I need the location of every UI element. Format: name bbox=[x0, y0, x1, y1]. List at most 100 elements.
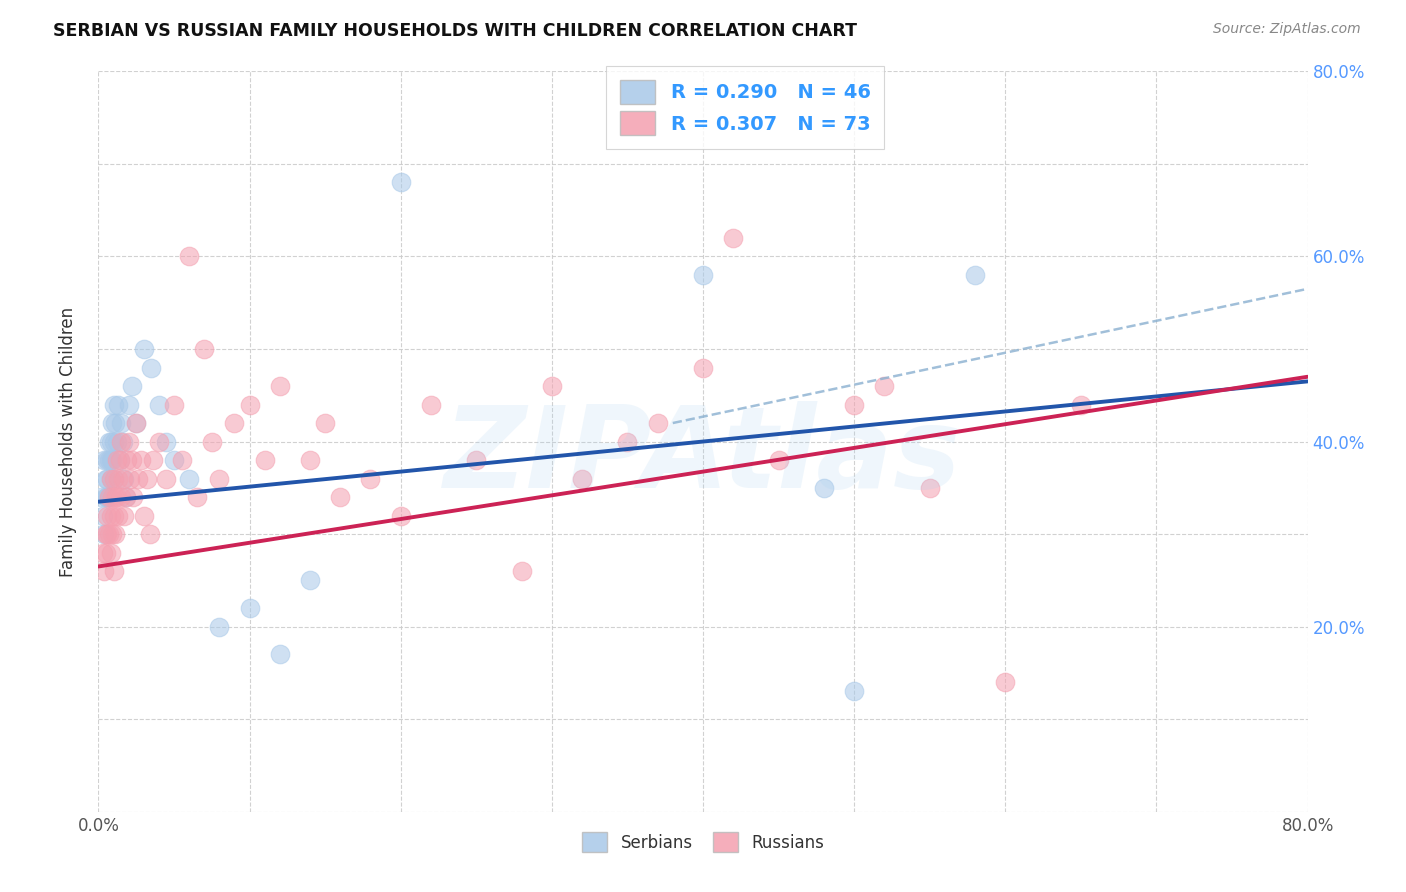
Point bbox=[122, 490, 145, 504]
Point bbox=[114, 490, 136, 504]
Point bbox=[269, 648, 291, 662]
Point bbox=[571, 472, 593, 486]
Point bbox=[94, 472, 117, 486]
Point bbox=[103, 398, 125, 412]
Point bbox=[121, 379, 143, 393]
Point bbox=[179, 472, 201, 486]
Point bbox=[420, 398, 443, 412]
Point bbox=[110, 490, 132, 504]
Point bbox=[101, 416, 124, 430]
Point bbox=[141, 360, 163, 375]
Point bbox=[107, 472, 129, 486]
Point bbox=[239, 601, 262, 615]
Point bbox=[94, 490, 117, 504]
Point bbox=[114, 490, 136, 504]
Point bbox=[965, 268, 987, 282]
Point bbox=[104, 490, 127, 504]
Point bbox=[105, 453, 128, 467]
Point bbox=[110, 434, 132, 449]
Point bbox=[96, 472, 118, 486]
Point bbox=[115, 453, 138, 467]
Point bbox=[112, 472, 135, 486]
Point bbox=[768, 453, 790, 467]
Point bbox=[105, 434, 128, 449]
Point bbox=[193, 342, 215, 356]
Point bbox=[813, 481, 835, 495]
Point bbox=[269, 379, 291, 393]
Point bbox=[98, 490, 121, 504]
Point bbox=[132, 508, 155, 523]
Point bbox=[104, 527, 127, 541]
Point bbox=[314, 416, 336, 430]
Point bbox=[163, 398, 186, 412]
Point bbox=[104, 416, 127, 430]
Point bbox=[148, 398, 170, 412]
Point bbox=[108, 453, 131, 467]
Point bbox=[103, 472, 125, 486]
Point bbox=[224, 416, 246, 430]
Point bbox=[170, 453, 193, 467]
Point bbox=[510, 564, 533, 578]
Point bbox=[155, 434, 177, 449]
Point bbox=[129, 453, 152, 467]
Point bbox=[844, 398, 866, 412]
Point bbox=[692, 268, 714, 282]
Point bbox=[107, 398, 129, 412]
Point bbox=[108, 453, 131, 467]
Point bbox=[96, 527, 118, 541]
Point bbox=[723, 231, 745, 245]
Point bbox=[98, 453, 121, 467]
Point bbox=[540, 379, 562, 393]
Point bbox=[135, 472, 157, 486]
Point bbox=[93, 564, 115, 578]
Point bbox=[96, 453, 118, 467]
Point bbox=[389, 508, 412, 523]
Point bbox=[121, 453, 143, 467]
Point bbox=[918, 481, 941, 495]
Point bbox=[118, 434, 141, 449]
Point bbox=[100, 545, 122, 560]
Point bbox=[98, 527, 121, 541]
Point bbox=[186, 490, 208, 504]
Point bbox=[647, 416, 669, 430]
Point bbox=[91, 545, 114, 560]
Point bbox=[90, 490, 112, 504]
Point bbox=[91, 508, 114, 523]
Point bbox=[208, 619, 231, 633]
Point bbox=[179, 250, 201, 264]
Point bbox=[107, 508, 129, 523]
Point bbox=[253, 453, 276, 467]
Point bbox=[111, 472, 134, 486]
Point bbox=[111, 434, 134, 449]
Text: ZIPAtlas: ZIPAtlas bbox=[444, 401, 962, 512]
Point bbox=[100, 472, 122, 486]
Point bbox=[201, 434, 224, 449]
Point bbox=[873, 379, 896, 393]
Point bbox=[692, 360, 714, 375]
Point bbox=[118, 398, 141, 412]
Point bbox=[100, 472, 122, 486]
Point bbox=[100, 508, 122, 523]
Point bbox=[100, 453, 122, 467]
Point bbox=[120, 472, 142, 486]
Point bbox=[96, 508, 118, 523]
Point bbox=[148, 434, 170, 449]
Point bbox=[101, 453, 124, 467]
Point bbox=[132, 342, 155, 356]
Point bbox=[105, 490, 128, 504]
Point bbox=[329, 490, 352, 504]
Point bbox=[98, 490, 121, 504]
Point bbox=[139, 527, 162, 541]
Point bbox=[103, 434, 125, 449]
Point bbox=[101, 527, 124, 541]
Point bbox=[93, 453, 115, 467]
Point bbox=[163, 453, 186, 467]
Point bbox=[94, 527, 117, 541]
Point bbox=[389, 175, 412, 190]
Y-axis label: Family Households with Children: Family Households with Children bbox=[59, 307, 77, 576]
Point bbox=[110, 416, 132, 430]
Point bbox=[100, 434, 122, 449]
Point bbox=[93, 527, 115, 541]
Legend: Serbians, Russians: Serbians, Russians bbox=[575, 825, 831, 859]
Point bbox=[125, 416, 148, 430]
